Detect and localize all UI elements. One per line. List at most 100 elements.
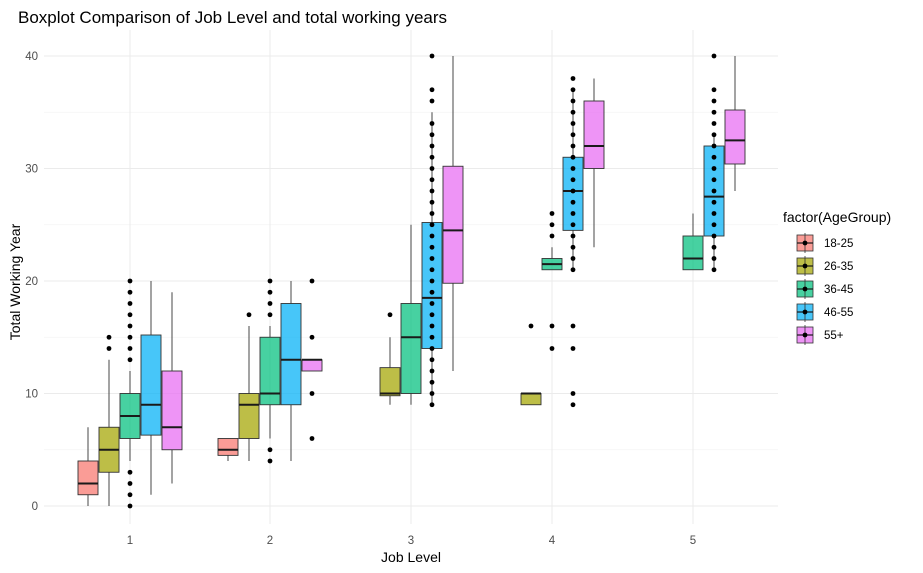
- outlier-point: [711, 166, 717, 171]
- outlier-point: [127, 492, 133, 498]
- x-tick-label: 2: [267, 535, 273, 547]
- box-1-26-35: [98, 359, 120, 506]
- box-body: [520, 393, 542, 406]
- box-body: [724, 109, 746, 165]
- box-2-36-45: [259, 326, 281, 439]
- outlier-point: [106, 346, 112, 351]
- outlier-point: [429, 278, 435, 284]
- outlier-point: [429, 244, 435, 250]
- outlier-point: [570, 188, 576, 194]
- outlier-point: [429, 154, 435, 160]
- outlier-point: [570, 177, 576, 183]
- x-tick-label: 3: [408, 535, 414, 547]
- outlier-point: [267, 447, 273, 453]
- outlier-point: [711, 233, 717, 239]
- outlier-point: [309, 436, 315, 441]
- outlier-point: [549, 222, 555, 228]
- outlier-point: [429, 402, 435, 408]
- box-5-36-45: [682, 213, 704, 271]
- outlier-point: [267, 301, 273, 306]
- chart-title: Boxplot Comparison of Job Level and tota…: [18, 8, 447, 27]
- box-body: [442, 165, 464, 284]
- outlier-point: [309, 278, 315, 284]
- box-body: [421, 222, 443, 349]
- box-4-55+: [583, 78, 605, 248]
- outlier-point: [267, 289, 273, 295]
- outlier-point: [711, 188, 717, 194]
- outlier-point: [711, 121, 717, 126]
- box-body: [400, 303, 422, 394]
- outlier-point: [711, 211, 717, 216]
- y-tick-label: 40: [25, 51, 38, 63]
- box-2-46-55: [280, 281, 302, 461]
- outlier-point: [570, 132, 576, 138]
- outlier-point: [127, 289, 133, 295]
- outlier-point: [570, 256, 576, 261]
- outlier-point: [429, 177, 435, 183]
- outlier-point: [127, 301, 133, 306]
- outlier-point: [429, 368, 435, 374]
- legend-key-point: [802, 263, 808, 269]
- y-tick-label: 30: [25, 164, 38, 176]
- box-body: [280, 303, 302, 406]
- outlier-point: [127, 469, 133, 475]
- outlier-point: [711, 199, 717, 205]
- outlier-point: [570, 323, 576, 329]
- outlier-point: [127, 346, 133, 351]
- outlier-point: [127, 323, 133, 329]
- outlier-point: [570, 267, 576, 273]
- outlier-point: [127, 481, 133, 486]
- box-body: [140, 334, 162, 436]
- box-3-36-45: [400, 224, 422, 405]
- outlier-point: [711, 109, 717, 115]
- outlier-point: [570, 121, 576, 126]
- outlier-point: [246, 312, 252, 318]
- outlier-point: [570, 346, 576, 351]
- outlier-point: [570, 87, 576, 93]
- outlier-point: [429, 346, 435, 351]
- legend-item-46-55: 46-55: [796, 302, 853, 322]
- y-tick-label: 10: [25, 389, 38, 401]
- outlier-point: [429, 211, 435, 216]
- y-axis-title: Total Working Year: [7, 223, 23, 340]
- outlier-point: [570, 154, 576, 160]
- y-tick-label: 20: [25, 276, 38, 288]
- outlier-point: [429, 379, 435, 385]
- outlier-point: [429, 132, 435, 138]
- box-body: [259, 336, 281, 406]
- legend-item-18-25: 18-25: [796, 233, 853, 253]
- box-1-36-45: [119, 371, 141, 461]
- legend-label: 18-25: [824, 238, 853, 250]
- outlier-point: [570, 211, 576, 216]
- outlier-point: [127, 312, 133, 318]
- box-2-26-35: [238, 326, 260, 461]
- outlier-point: [429, 391, 435, 396]
- box-body: [238, 393, 260, 439]
- outlier-point: [429, 166, 435, 171]
- outlier-point: [570, 222, 576, 228]
- x-tick-label: 1: [127, 535, 133, 547]
- outlier-point: [711, 98, 717, 104]
- outlier-point: [429, 143, 435, 149]
- outlier-point: [570, 166, 576, 171]
- outlier-point: [429, 121, 435, 126]
- outlier-point: [570, 98, 576, 104]
- outlier-point: [127, 278, 133, 284]
- box-1-46-55: [140, 281, 162, 495]
- legend-title: factor(AgeGroup): [783, 209, 891, 225]
- outlier-point: [570, 109, 576, 115]
- outlier-point: [711, 87, 717, 93]
- outlier-point: [309, 334, 315, 340]
- box-1-55+: [161, 292, 183, 484]
- outlier-point: [429, 222, 435, 228]
- outlier-point: [711, 53, 717, 59]
- legend-item-55+: 55+: [796, 325, 844, 345]
- outlier-point: [267, 278, 273, 284]
- outlier-point: [711, 177, 717, 183]
- outlier-point: [570, 244, 576, 250]
- box-3-26-35: [379, 337, 401, 405]
- outlier-point: [528, 323, 534, 329]
- box-body: [379, 367, 401, 397]
